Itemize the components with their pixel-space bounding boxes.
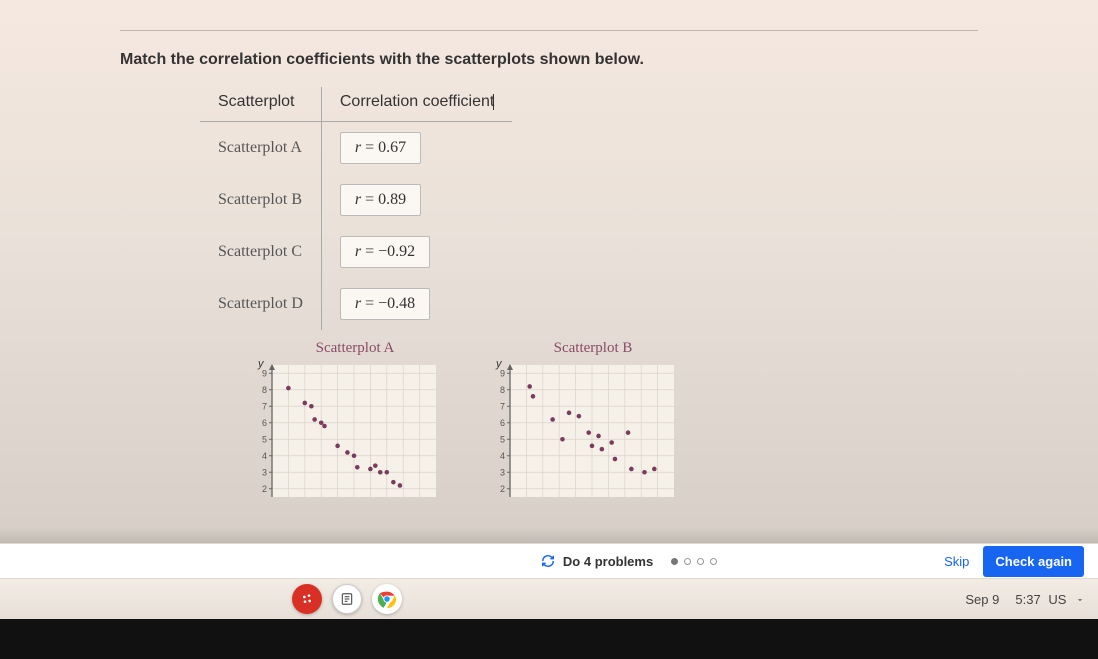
divider — [120, 30, 978, 31]
scatterplot-b-col: Scatterplot B 23456789y — [488, 340, 698, 501]
progress-dot — [710, 558, 717, 565]
table-row: Scatterplot C r = −0.92 — [200, 226, 512, 278]
svg-text:7: 7 — [500, 401, 505, 411]
svg-text:6: 6 — [500, 418, 505, 428]
taskbar-date[interactable]: Sep 9 — [965, 592, 999, 607]
progress-bar: Do 4 problems Skip Check again — [0, 543, 1098, 579]
coefficient-cell: r = −0.48 — [321, 278, 512, 330]
scatterplot-label: Scatterplot D — [200, 278, 321, 330]
refresh-icon[interactable] — [541, 554, 555, 568]
app-icon-palette[interactable] — [292, 584, 322, 614]
coefficient-cell: r = 0.89 — [321, 174, 512, 226]
taskbar-time-value: 5:37 — [1015, 592, 1040, 607]
screen-bezel — [0, 619, 1098, 659]
scatterplot-a: 23456789y — [250, 361, 460, 501]
svg-text:2: 2 — [262, 484, 267, 494]
match-table: Scatterplot Correlation coefficient Scat… — [200, 87, 512, 330]
scatterplot-label: Scatterplot B — [200, 174, 321, 226]
text-cursor — [493, 94, 494, 110]
coefficient-cell: r = −0.92 — [321, 226, 512, 278]
taskbar-time[interactable]: 5:37 US — [1015, 592, 1086, 607]
question-prompt: Match the correlation coefficients with … — [120, 51, 978, 69]
progress-center: Do 4 problems — [314, 554, 944, 569]
svg-text:7: 7 — [262, 401, 267, 411]
progress-dot — [697, 558, 704, 565]
svg-text:8: 8 — [500, 385, 505, 395]
scatterplot-label: Scatterplot C — [200, 226, 321, 278]
svg-text:6: 6 — [262, 418, 267, 428]
scatterplot-b: 23456789y — [488, 361, 698, 501]
progress-dot — [671, 558, 678, 565]
do-problems-label[interactable]: Do 4 problems — [563, 554, 653, 569]
scatterplot-a-col: Scatterplot A 23456789y — [250, 340, 460, 501]
coefficient-dropdown[interactable]: r = 0.89 — [340, 184, 421, 216]
exercise-page: Match the correlation coefficients with … — [0, 0, 1098, 501]
svg-text:5: 5 — [262, 434, 267, 444]
svg-text:3: 3 — [262, 467, 267, 477]
coefficient-dropdown[interactable]: r = 0.67 — [340, 132, 421, 164]
svg-text:4: 4 — [500, 451, 505, 461]
coefficient-dropdown[interactable]: r = −0.48 — [340, 288, 430, 320]
taskbar-status: Sep 9 5:37 US — [965, 592, 1086, 607]
dropdown-icon — [1074, 595, 1086, 605]
os-taskbar: Sep 9 5:37 US — [0, 579, 1098, 619]
svg-text:5: 5 — [500, 434, 505, 444]
taskbar-apps — [292, 584, 402, 614]
col-header-coefficient-text: Correlation coefficient — [340, 93, 494, 110]
progress-dots — [671, 558, 717, 565]
scatterplots-row: Scatterplot A 23456789y Scatterplot B 23… — [250, 340, 978, 501]
coefficient-dropdown[interactable]: r = −0.92 — [340, 236, 430, 268]
skip-button[interactable]: Skip — [944, 554, 969, 569]
scatterplot-label: Scatterplot A — [200, 122, 321, 175]
scatterplot-b-title: Scatterplot B — [488, 340, 698, 357]
table-row: Scatterplot D r = −0.48 — [200, 278, 512, 330]
coefficient-cell: r = 0.67 — [321, 122, 512, 175]
col-header-scatterplot: Scatterplot — [200, 87, 321, 122]
table-row: Scatterplot B r = 0.89 — [200, 174, 512, 226]
taskbar-tz: US — [1048, 592, 1066, 607]
svg-text:2: 2 — [500, 484, 505, 494]
app-icon-notes[interactable] — [332, 584, 362, 614]
table-row: Scatterplot A r = 0.67 — [200, 122, 512, 175]
scatterplot-a-title: Scatterplot A — [250, 340, 460, 357]
svg-text:4: 4 — [262, 451, 267, 461]
app-icon-chrome[interactable] — [372, 584, 402, 614]
progress-right: Skip Check again — [944, 546, 1084, 577]
svg-text:8: 8 — [262, 385, 267, 395]
col-header-coefficient: Correlation coefficient — [321, 87, 512, 122]
svg-text:3: 3 — [500, 467, 505, 477]
progress-dot — [684, 558, 691, 565]
check-button[interactable]: Check again — [983, 546, 1084, 577]
